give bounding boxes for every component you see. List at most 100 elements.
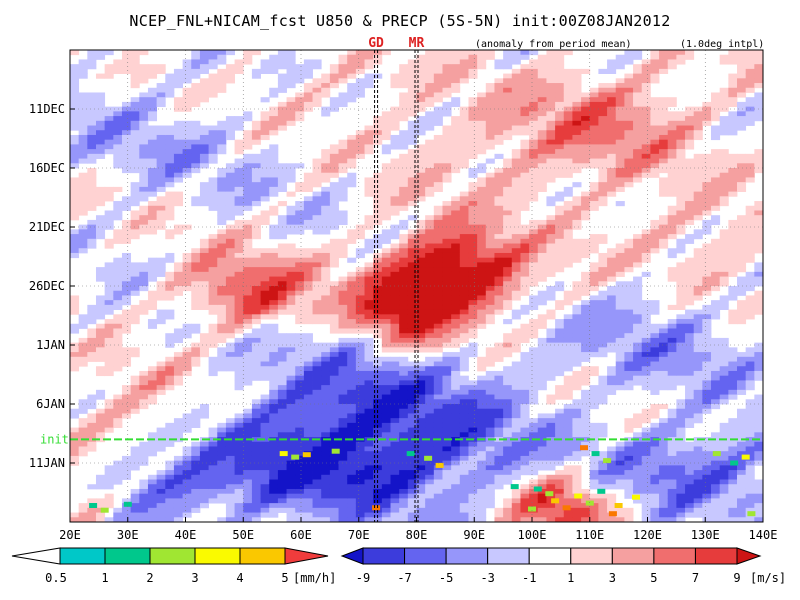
u850-cell: [182, 149, 192, 155]
u850-cell: [468, 172, 478, 178]
u850-cell: [269, 309, 279, 315]
u850-cell: [407, 323, 417, 329]
u850-cell: [225, 507, 235, 513]
u850-cell: [520, 153, 530, 159]
u850-cell: [433, 290, 443, 296]
u850-cell: [70, 92, 80, 98]
u850-cell: [338, 432, 348, 438]
u850-cell: [563, 512, 573, 518]
u850-cell: [208, 337, 218, 344]
u850-cell: [199, 271, 209, 277]
u850-cell: [303, 267, 313, 273]
u850-cell: [243, 300, 253, 306]
u850-cell: [503, 389, 513, 395]
u850-cell: [347, 97, 357, 103]
u850-cell: [165, 342, 175, 348]
u850-cell: [347, 389, 357, 395]
u850-cell: [503, 366, 513, 372]
u850-cell: [277, 281, 287, 287]
u850-cell: [425, 182, 435, 188]
u850-cell: [243, 356, 253, 362]
u850-cell: [485, 375, 495, 381]
u850-cell: [243, 290, 253, 296]
u850-cell: [425, 418, 435, 424]
u850-cell: [286, 333, 296, 339]
u850-cell: [95, 101, 106, 108]
u850-cell: [130, 309, 140, 315]
u850-cell: [347, 441, 357, 447]
u850-cell: [416, 248, 426, 254]
u850-cell: [139, 97, 149, 103]
u850-cell: [295, 404, 305, 410]
u850-cell: [390, 116, 400, 122]
u850-cell: [407, 366, 417, 372]
u850-cell: [589, 243, 599, 249]
u850-cell: [381, 370, 391, 377]
u850-cell: [312, 389, 322, 395]
u850-cell: [459, 507, 469, 513]
u850-cell: [156, 380, 166, 386]
u850-cell: [139, 271, 149, 277]
u850-cell: [156, 182, 166, 188]
u850-cell: [165, 370, 175, 377]
u850-cell: [191, 422, 201, 428]
u850-cell: [260, 446, 270, 452]
u850-cell: [555, 196, 565, 202]
u850-cell: [347, 347, 357, 353]
u850-cell: [624, 484, 634, 490]
u850-cell: [624, 451, 634, 457]
u850-cell: [251, 224, 261, 230]
u850-cell: [485, 389, 495, 395]
u850-cell: [286, 300, 296, 306]
u850-cell: [208, 201, 218, 207]
u850-cell: [173, 281, 184, 287]
u850-cell: [277, 50, 287, 56]
u850-cell: [277, 257, 287, 263]
u850-cell: [191, 493, 201, 499]
u850-cell: [277, 286, 287, 292]
u850-cell: [390, 337, 400, 344]
u850-cell: [121, 234, 132, 240]
u850-cell: [598, 328, 608, 334]
u850-cell: [451, 422, 461, 428]
u850-cell: [277, 347, 287, 353]
u850-cell: [511, 380, 521, 386]
u850-cell: [555, 347, 565, 353]
u850-cell: [78, 517, 88, 523]
u850-cell: [208, 474, 218, 480]
u850-cell: [485, 352, 495, 358]
u850-cell: [251, 465, 261, 471]
u850-cell: [459, 252, 469, 259]
u850-cell: [581, 205, 591, 211]
u850-cell: [511, 337, 521, 344]
u850-cell: [459, 106, 469, 112]
u850-cell: [251, 432, 261, 438]
u850-cell: [260, 479, 270, 485]
u850-cell: [130, 304, 140, 310]
u850-cell: [511, 474, 521, 480]
u850-cell: [269, 191, 279, 197]
u850-cell: [416, 120, 426, 126]
u850-cell: [182, 470, 192, 476]
u850-cell: [251, 418, 261, 424]
u850-cell: [208, 144, 218, 150]
u850-cell: [607, 479, 617, 485]
u850-cell: [217, 276, 227, 282]
u850-cell: [633, 106, 643, 112]
u850-cell: [581, 276, 591, 282]
u850-cell: [147, 229, 158, 235]
u850-cell: [139, 446, 149, 452]
u850-cell: [165, 271, 175, 277]
u850-cell: [598, 271, 608, 277]
u850-cell: [347, 290, 357, 296]
u850-cell: [598, 262, 608, 268]
u850-cell: [312, 352, 322, 358]
u850-cell: [589, 248, 599, 254]
u850-cell: [208, 286, 218, 292]
u850-cell: [563, 352, 573, 358]
u850-cell: [494, 375, 504, 381]
u850-cell: [468, 427, 478, 433]
u850-cell: [425, 50, 435, 56]
u850-cell: [399, 73, 409, 79]
u850-cell: [321, 304, 331, 310]
